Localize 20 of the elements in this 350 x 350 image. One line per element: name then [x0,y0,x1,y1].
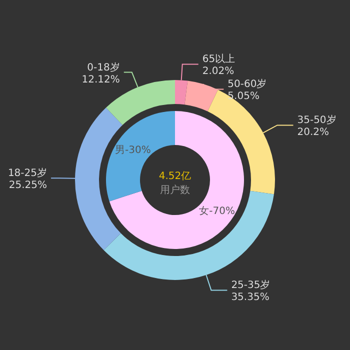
data-label: 35.35% [231,292,270,304]
slice-label: 50-60岁 [228,78,267,90]
slice-label: 0-18岁 [87,61,120,74]
slice-label: 女-70% [199,205,235,218]
slice-label: 男-30% [115,144,151,156]
data-label: 5.05% [228,91,260,102]
data-label: 12.12% [82,74,120,86]
text: 用户数 [160,184,190,196]
data-label: 25.25% [8,180,48,192]
slice-label: 25-35岁 [231,279,270,292]
slice-label: 18-25岁 [8,167,48,180]
slice-label: 65以上 [202,53,236,66]
donut-slice [109,111,244,249]
data-label: 20.2% [297,127,330,138]
text: 4.52亿 [158,171,192,182]
donut-slice [208,90,275,194]
donut-slice [184,80,218,112]
slice-label: 35-50岁 [297,114,336,126]
data-label: 2.02% [202,66,234,78]
donut-slice [175,80,188,105]
